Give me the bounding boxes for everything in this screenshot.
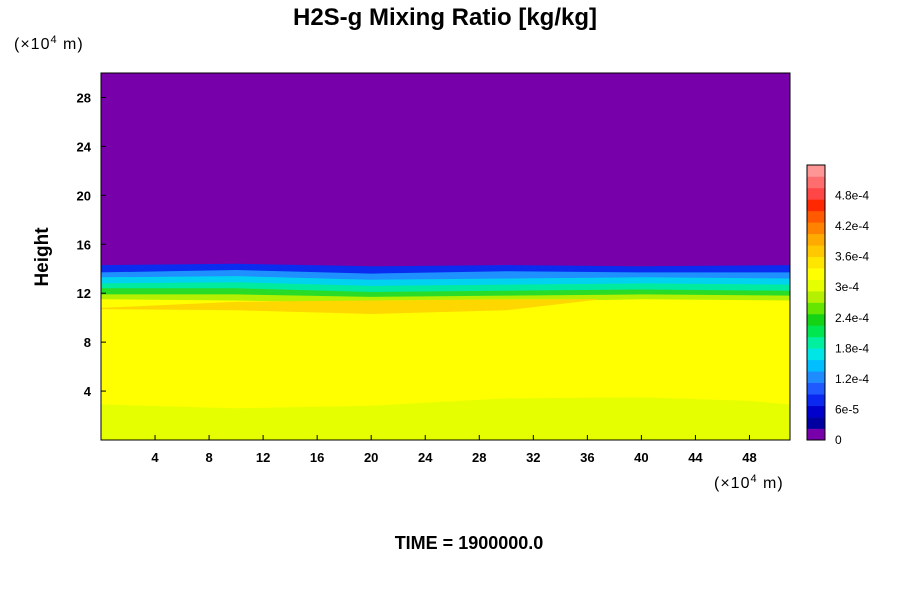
colorbar: 0 6e-5 1.2e-4 1.8e-4 2.4e-4 3e-4 3.6e-4 4.2e-4 4… <box>806 164 869 447</box>
plot-frame <box>100 72 791 441</box>
y-tick-label: 4 <box>84 384 92 399</box>
colorbar-segment <box>807 405 825 418</box>
y-tick-label: 16 <box>77 237 91 252</box>
colorbar-segment <box>807 279 825 292</box>
colorbar-segment <box>807 394 825 406</box>
x-axis-ticks: 4 8 12 16 20 24 28 32 36 40 44 48 <box>151 435 757 465</box>
colorbar-segment <box>807 291 825 303</box>
x-tick-label: 16 <box>310 450 324 465</box>
colorbar-segment <box>807 187 825 200</box>
x-tick-label: 20 <box>364 450 378 465</box>
colorbar-segment <box>807 245 825 257</box>
colorbar-segment <box>807 176 825 189</box>
y-tick-label: 12 <box>77 286 91 301</box>
colorbar-segment <box>807 233 825 246</box>
x-tick-label: 8 <box>205 450 212 465</box>
colorbar-segment <box>807 325 825 338</box>
y-tick-label: 20 <box>77 188 91 203</box>
colorbar-segment <box>807 348 825 361</box>
colorbar-tick-label: 6e-5 <box>835 402 859 416</box>
colorbar-segment <box>807 313 825 326</box>
colorbar-segment <box>807 359 825 372</box>
time-label: TIME = 1900000.0 <box>395 533 544 553</box>
x-tick-label: 24 <box>418 450 433 465</box>
x-tick-label: 28 <box>472 450 486 465</box>
y-axis-ticks: 4 8 12 16 20 24 28 <box>77 90 106 399</box>
colorbar-tick-label: 1.2e-4 <box>835 372 869 386</box>
y-axis-title: Height <box>32 227 53 287</box>
colorbar-tick-label: 3e-4 <box>835 280 859 294</box>
y-axis-unit: (×104 m) <box>14 34 84 53</box>
colorbar-segment <box>807 417 825 429</box>
colorbar-tick-label: 3.6e-4 <box>835 250 869 264</box>
y-tick-label: 28 <box>77 90 91 105</box>
colorbar-frame <box>806 164 826 441</box>
x-tick-label: 36 <box>580 450 594 465</box>
x-tick-label: 44 <box>688 450 703 465</box>
colorbar-tick-label: 4.8e-4 <box>835 189 869 203</box>
colorbar-segment <box>807 371 825 384</box>
colorbar-segment <box>807 165 825 177</box>
x-tick-label: 40 <box>634 450 648 465</box>
colorbar-tick-label: 0 <box>835 433 842 447</box>
x-tick-label: 4 <box>151 450 159 465</box>
colorbar-segment <box>807 210 825 223</box>
x-tick-label: 48 <box>742 450 756 465</box>
y-tick-label: 8 <box>84 335 91 350</box>
colorbar-tick-label: 2.4e-4 <box>835 311 869 325</box>
colorbar-segment <box>807 382 825 395</box>
colorbar-segment <box>807 222 825 235</box>
y-tick-label: 24 <box>77 139 92 154</box>
colorbar-tick-label: 4.2e-4 <box>835 219 869 233</box>
colorbar-segment <box>807 336 825 349</box>
x-axis-unit: (×104 m) <box>714 473 784 492</box>
chart-title: H2S-g Mixing Ratio [kg/kg] <box>293 4 597 31</box>
colorbar-segment <box>807 428 825 441</box>
field-yellowish-lower <box>101 397 790 440</box>
colorbar-tick-label: 1.8e-4 <box>835 341 869 355</box>
colorbar-segment <box>807 302 825 315</box>
colorbar-segment <box>807 268 825 280</box>
colorbar-segment <box>807 199 825 212</box>
plot-area <box>101 73 790 440</box>
field-orange-lens <box>101 299 601 314</box>
x-tick-label: 32 <box>526 450 540 465</box>
colorbar-segment <box>807 256 825 269</box>
x-tick-label: 12 <box>256 450 270 465</box>
